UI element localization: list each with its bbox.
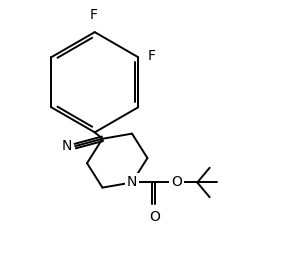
Text: N: N xyxy=(62,139,72,153)
Text: F: F xyxy=(89,8,98,22)
Text: F: F xyxy=(148,49,156,63)
Text: N: N xyxy=(127,176,137,189)
Text: O: O xyxy=(150,210,160,224)
Text: O: O xyxy=(171,176,182,189)
